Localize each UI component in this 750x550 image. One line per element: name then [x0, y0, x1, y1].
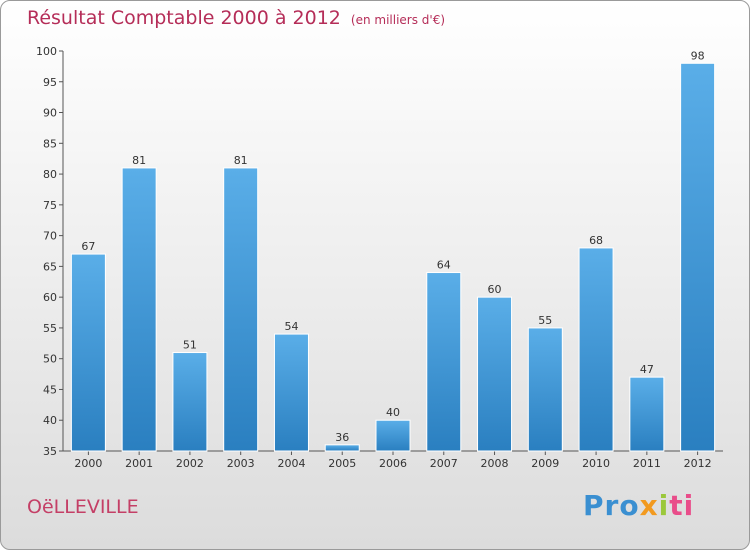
y-tick-label: 70: [43, 230, 57, 243]
y-tick-label: 75: [43, 199, 57, 212]
chart-title-line: Résultat Comptable 2000 à 2012 (en millie…: [27, 7, 445, 29]
x-tick-label: 2006: [379, 457, 407, 470]
bar-2004: [273, 333, 309, 452]
y-tick-label: 40: [43, 414, 57, 427]
x-tick-label: 2010: [582, 457, 610, 470]
y-tick-label: 100: [36, 45, 57, 58]
chart-subtitle: (en milliers d'€): [350, 13, 446, 27]
x-tick-label: 2004: [277, 457, 305, 470]
x-tick-label: 2005: [328, 457, 356, 470]
bar-value-label: 68: [589, 234, 603, 247]
bar-2010: [578, 247, 614, 452]
bar-2003: [223, 167, 259, 452]
x-tick-label: 2009: [531, 457, 559, 470]
y-tick-label: 55: [43, 322, 57, 335]
y-tick-label: 95: [43, 76, 57, 89]
x-tick-label: 2000: [74, 457, 102, 470]
bar-2006: [375, 419, 411, 452]
bar-value-label: 81: [234, 154, 248, 167]
y-tick-label: 50: [43, 353, 57, 366]
y-tick-label: 60: [43, 291, 57, 304]
bar-value-label: 36: [335, 431, 349, 444]
logo-part-4: ti: [669, 489, 695, 522]
bar-2012: [680, 62, 716, 452]
y-tick-label: 45: [43, 383, 57, 396]
bar-2011: [629, 376, 665, 452]
bar-2001: [121, 167, 157, 452]
y-tick-label: 35: [43, 445, 57, 458]
bar-value-label: 67: [81, 240, 95, 253]
x-tick-label: 2007: [430, 457, 458, 470]
x-tick-label: 2001: [125, 457, 153, 470]
bar-value-label: 60: [488, 283, 502, 296]
y-tick-label: 90: [43, 107, 57, 120]
bar-value-label: 47: [640, 363, 654, 376]
bar-2009: [527, 327, 563, 452]
x-tick-label: 2012: [684, 457, 712, 470]
bar-value-label: 54: [284, 320, 298, 333]
proxiti-logo: Proxiti: [583, 489, 694, 522]
commune-name: OëLLEVILLE: [27, 496, 139, 518]
bar-2008: [477, 296, 513, 452]
y-tick-label: 80: [43, 168, 57, 181]
bar-value-label: 40: [386, 406, 400, 419]
logo-part-3: i: [658, 489, 670, 522]
bar-value-label: 98: [691, 49, 705, 62]
bar-value-label: 55: [538, 314, 552, 327]
y-tick-label: 85: [43, 137, 57, 150]
bar-value-label: 64: [437, 259, 451, 272]
bar-2000: [70, 253, 106, 452]
bar-2007: [426, 272, 462, 452]
bar-2005: [324, 444, 360, 452]
logo-part-2: x: [639, 489, 659, 522]
bar-2002: [172, 352, 208, 452]
logo-part-1: Pro: [583, 489, 640, 522]
bar-value-label: 51: [183, 339, 197, 352]
x-tick-label: 2011: [633, 457, 661, 470]
x-tick-label: 2002: [176, 457, 204, 470]
x-tick-label: 2008: [481, 457, 509, 470]
x-tick-label: 2003: [227, 457, 255, 470]
bar-value-label: 81: [132, 154, 146, 167]
y-tick-label: 65: [43, 260, 57, 273]
chart-title: Résultat Comptable 2000 à 2012: [27, 7, 341, 29]
